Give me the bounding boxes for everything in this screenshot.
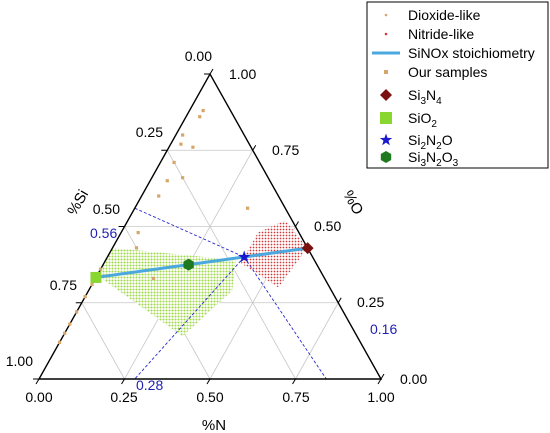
legend-label-si3n4: Si3N4: [408, 87, 442, 107]
sample-point-17: [191, 145, 195, 149]
legend-marker-samples: [384, 70, 388, 74]
left-axis-title: %Si: [64, 187, 92, 219]
tick-right-3: [337, 297, 342, 304]
sample-point-15: [198, 115, 202, 119]
marker-si2n2o: [238, 250, 251, 263]
guide-n: [134, 256, 245, 380]
dioxide-region: [97, 247, 236, 337]
sample-point-8: [134, 246, 139, 250]
legend-label-nitride: Nitride-like: [408, 26, 474, 42]
tick-bottom-2: [206, 378, 211, 385]
data-regions: [97, 220, 308, 337]
legend-label-si2n2o: Si2N2O: [408, 132, 453, 152]
bottom-tick-4: 1.00: [367, 389, 394, 405]
tick-right-2: [295, 221, 299, 227]
tick-labels: 0.00 0.25 0.50 0.75 1.00 0.00 0.25 0.50 …: [6, 48, 428, 433]
right-tick-2: 0.50: [314, 218, 341, 234]
sample-point-7: [151, 276, 156, 280]
legend: Dioxide-like Nitride-like SiNOx stoichio…: [366, 1, 549, 169]
left-tick-0: 0.00: [185, 48, 212, 64]
tick-right-1: [252, 144, 257, 151]
sample-point-12: [172, 160, 176, 165]
legend-label-samples: Our samples: [408, 64, 487, 80]
tick-bottom-4: [377, 378, 382, 385]
left-tick-4: 1.00: [6, 353, 33, 369]
sample-point-0: [57, 340, 62, 344]
guide-label-n: 0.28: [136, 377, 163, 393]
bottom-axis-title: %N: [202, 417, 226, 433]
right-axis-title: %O: [339, 188, 366, 218]
guide-label-o: 0.16: [370, 321, 397, 337]
marker-si3n4: [301, 242, 314, 255]
grid-n-2: [295, 302, 339, 380]
triangle-frame: [33, 68, 385, 385]
guide-o: [243, 256, 327, 380]
sample-point-1: [63, 331, 67, 335]
left-tick-3: 0.75: [50, 277, 77, 293]
sample-point-13: [179, 142, 183, 146]
legend-frame: [366, 1, 549, 169]
tick-right-0: [209, 68, 214, 75]
tick-bottom-3: [292, 378, 296, 385]
sample-point-5: [90, 282, 94, 287]
bottom-tick-3: 0.75: [282, 389, 309, 405]
legend-marker-si2n2o: [379, 133, 393, 146]
legend-label-sio2: SiO2: [408, 110, 437, 130]
right-tick-0: 0.00: [400, 371, 427, 387]
guide-label-si: 0.56: [90, 225, 117, 241]
marker-sio2: [90, 271, 102, 283]
right-tick-1: 0.25: [357, 294, 384, 310]
sample-point-16: [201, 109, 205, 113]
grid-o-2: [81, 302, 125, 380]
sample-point-2: [68, 322, 72, 326]
marker-si3n2o3: [183, 258, 194, 271]
sample-point-3: [75, 310, 79, 314]
sample-point-9: [136, 231, 140, 235]
left-tick-2: 0.50: [93, 201, 120, 217]
legend-label-dioxide: Dioxide-like: [408, 7, 481, 23]
sample-point-6: [98, 267, 103, 271]
legend-marker-si3n2o3: [380, 151, 392, 163]
legend-label-si3n2o3: Si3N2O3: [408, 149, 459, 169]
sample-point-19: [246, 206, 250, 210]
legend-marker-si3n4: [380, 89, 392, 101]
legend-marker-nitride: [384, 32, 388, 36]
tick-right-4: [380, 373, 385, 380]
bottom-tick-2: 0.50: [196, 389, 223, 405]
right-tick-4: 1.00: [229, 66, 256, 82]
sample-point-10: [157, 194, 161, 198]
guide-si: [134, 207, 245, 258]
sample-point-4: [83, 295, 87, 299]
legend-marker-dioxide: [384, 13, 388, 17]
sample-point-14: [181, 133, 185, 137]
data-series: [57, 109, 314, 344]
right-tick-3: 0.75: [272, 142, 299, 158]
tick-bottom-0: [35, 378, 40, 385]
bottom-tick-1: 0.25: [110, 389, 137, 405]
left-tick-1: 0.25: [136, 124, 163, 140]
legend-marker-sio2: [380, 112, 392, 124]
legend-label-stoich: SiNOx stoichiometry: [408, 45, 535, 61]
sample-point-11: [165, 179, 169, 183]
tick-bottom-1: [121, 378, 125, 385]
sample-point-18: [181, 176, 185, 180]
guide-lines: [134, 207, 327, 380]
bottom-tick-0: 0.00: [25, 389, 52, 405]
stoichiometry-line: [95, 246, 308, 279]
